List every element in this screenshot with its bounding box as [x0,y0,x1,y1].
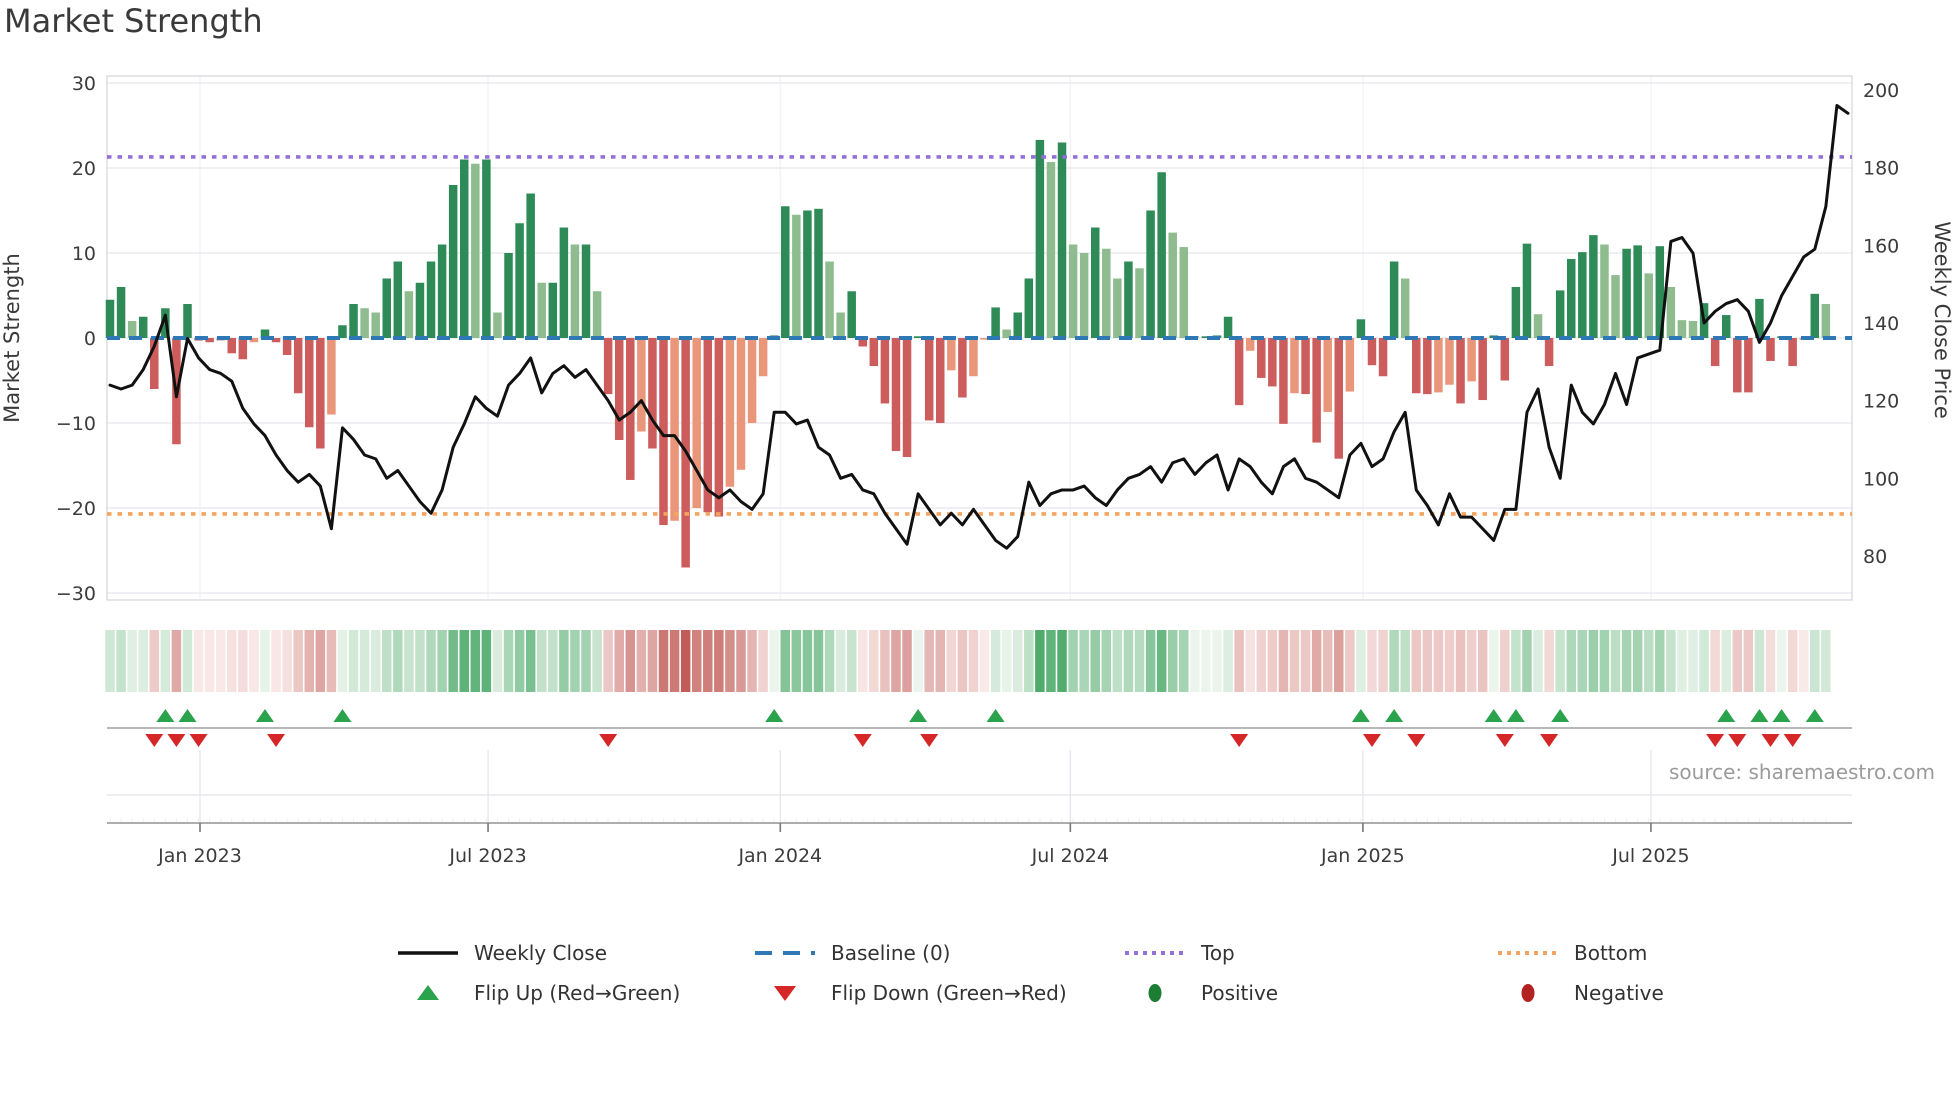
legend-item-weekly-close: Weekly Close [396,938,607,968]
axis-tick-labels: 3020100−10−20−3020018016014012010080Jan … [56,73,1899,867]
source-note: source: sharemaestro.com [1669,760,1935,784]
strength-bars [105,139,1831,568]
svg-text:100: 100 [1863,468,1899,490]
baseline-dash-swatch-icon [753,942,817,964]
lower-panels [107,727,1852,832]
svg-text:0: 0 [84,328,96,350]
legend-item-flip-up: Flip Up (Red→Green) [396,978,680,1008]
svg-text:−10: −10 [56,413,96,435]
legend-item-negative: Negative [1496,978,1664,1008]
svg-text:−30: −30 [56,583,96,605]
svg-text:120: 120 [1863,391,1899,413]
page-title: Market Strength [4,2,263,40]
svg-text:180: 180 [1863,158,1899,180]
left-axis-label: Market Strength [0,253,24,423]
flip-down-triangle-icon [753,982,817,1004]
legend-item-positive: Positive [1123,978,1278,1008]
svg-text:160: 160 [1863,235,1899,257]
threshold-lines [107,155,1852,516]
legend-item-flip-down: Flip Down (Green→Red) [753,978,1067,1008]
svg-text:Jul 2024: Jul 2024 [1031,845,1109,867]
positive-marker-icon [1123,982,1187,1004]
heatmap-strip [105,630,1831,692]
svg-text:140: 140 [1863,313,1899,335]
weekly-close-line-swatch-icon [396,942,460,964]
legend-item-baseline: Baseline (0) [753,938,950,968]
svg-text:10: 10 [72,243,96,265]
right-axis-label: Weekly Close Price [1930,221,1954,419]
svg-text:Jul 2023: Jul 2023 [448,845,526,867]
top-dotted-swatch-icon [1123,942,1187,964]
weekly-close-line [108,104,1850,550]
legend-item-bottom: Bottom [1496,938,1647,968]
svg-text:Jul 2025: Jul 2025 [1611,845,1689,867]
svg-text:Jan 2023: Jan 2023 [157,845,242,867]
negative-marker-icon [1496,982,1560,1004]
svg-text:200: 200 [1863,80,1899,102]
svg-text:Jan 2024: Jan 2024 [737,845,822,867]
svg-text:20: 20 [72,158,96,180]
flip-up-triangle-icon [396,982,460,1004]
svg-text:−20: −20 [56,498,96,520]
flip-markers [145,709,1824,747]
legend-item-top: Top [1123,938,1235,968]
bottom-dotted-swatch-icon [1496,942,1560,964]
svg-text:30: 30 [72,73,96,95]
svg-text:80: 80 [1863,546,1887,568]
svg-text:Jan 2025: Jan 2025 [1320,845,1405,867]
